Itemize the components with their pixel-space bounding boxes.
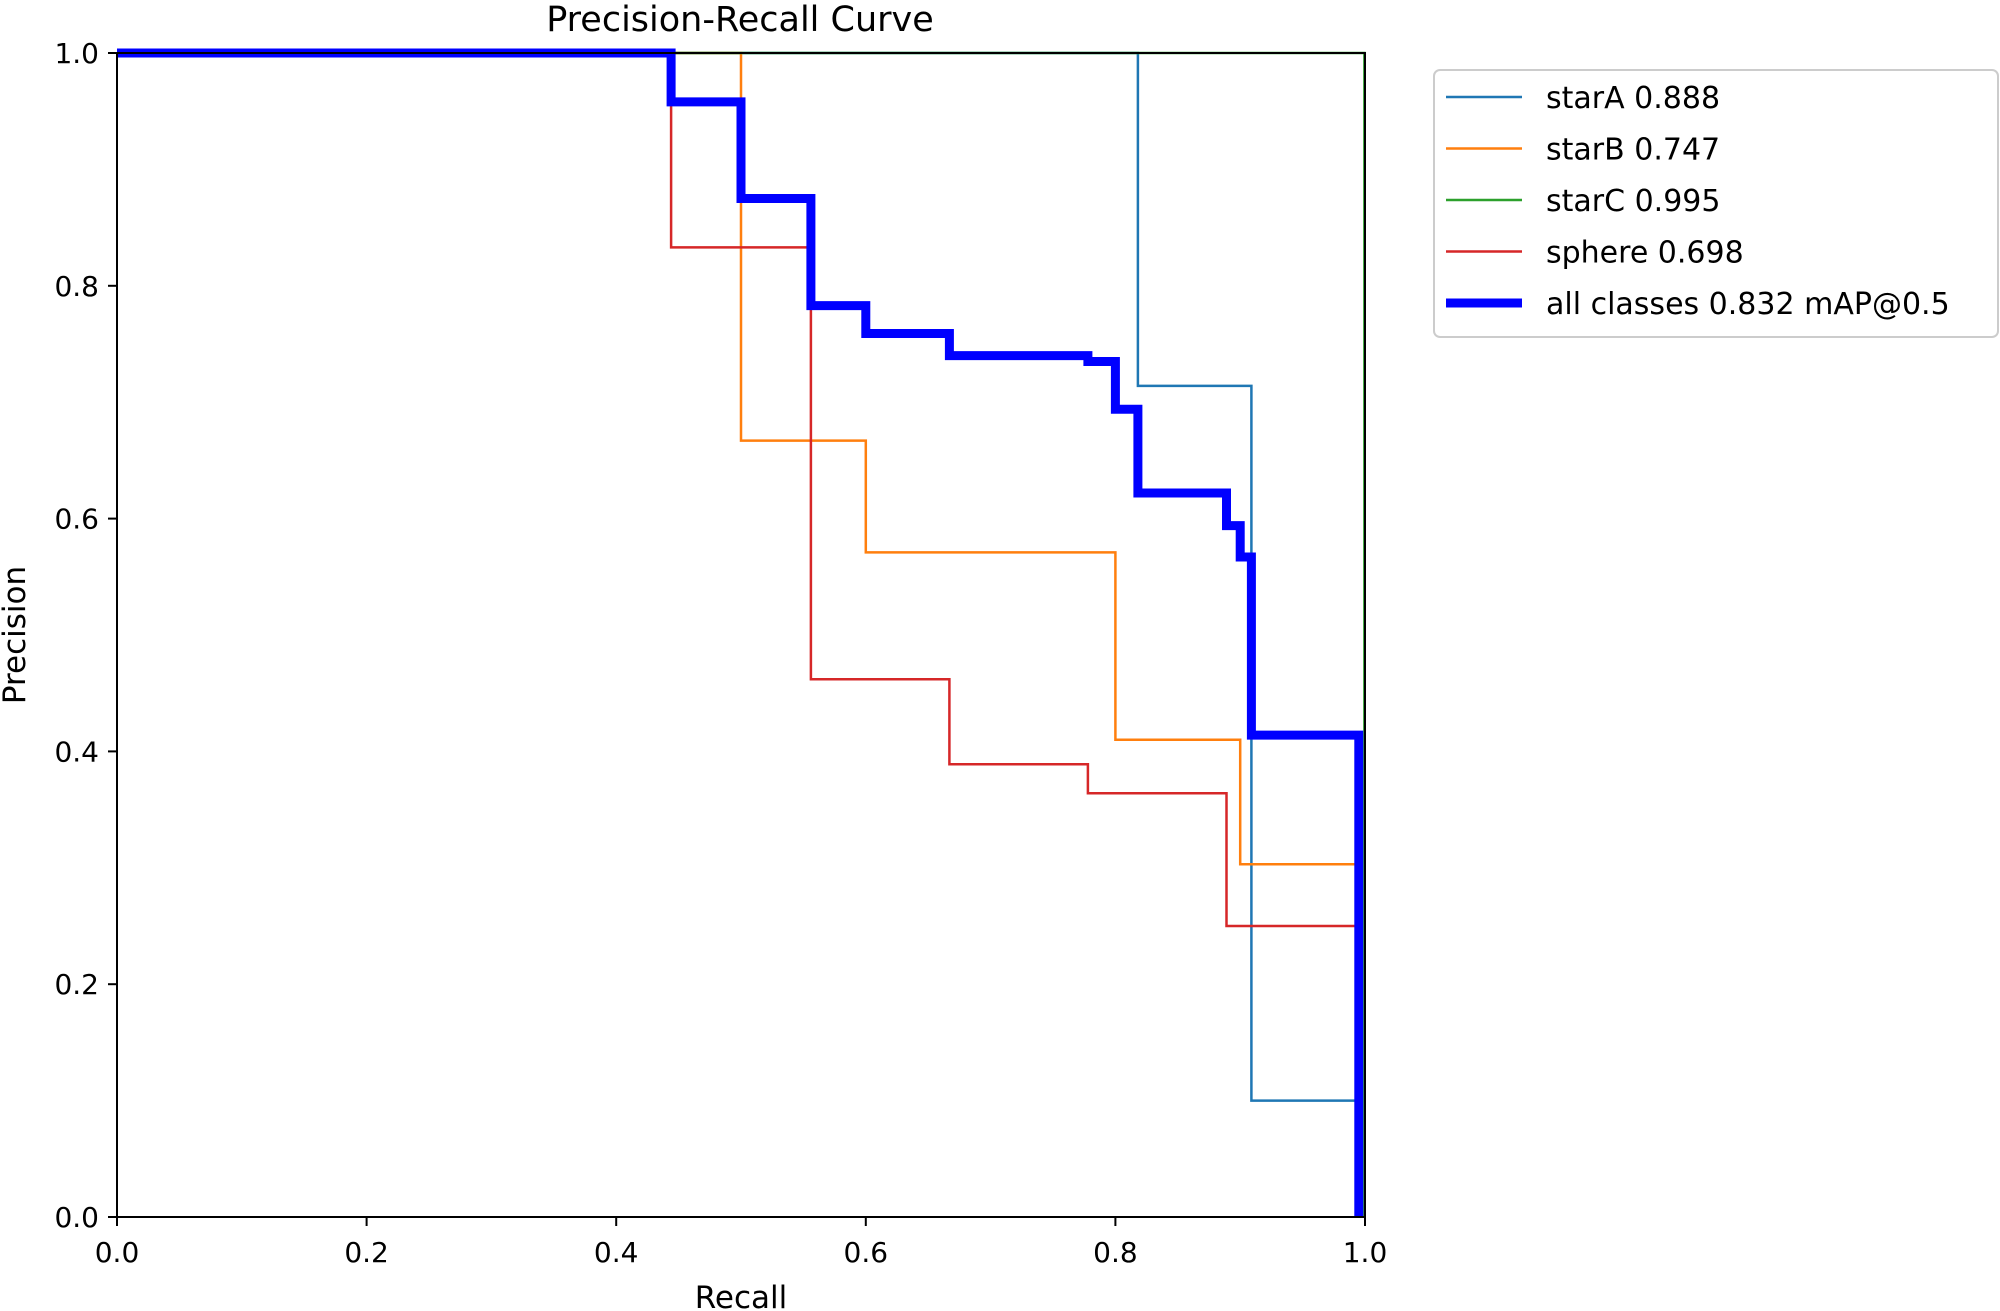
chart-title: Precision-Recall Curve [546, 0, 934, 40]
series-line-sphere [117, 51, 1361, 1217]
y-axis-ticks: 0.0 0.2 0.4 0.6 0.8 1.0 [54, 37, 117, 1234]
x-tick-label: 0.6 [844, 1236, 889, 1269]
legend: starA 0.888 starB 0.747 starC 0.995 sphere … [1433, 69, 1999, 338]
legend-label-sphere: sphere 0.698 [1546, 236, 1744, 271]
series-line-starB [117, 51, 1361, 1217]
x-tick-label: 1.0 [1343, 1236, 1388, 1269]
legend-label-starC: starC 0.995 [1546, 184, 1720, 219]
series-line-all-classes [117, 48, 1364, 1217]
legend-label-starA: starA 0.888 [1546, 81, 1720, 116]
x-tick-label: 0.0 [95, 1236, 140, 1269]
plot-area [116, 48, 1366, 1218]
y-tick-label: 1.0 [54, 37, 99, 70]
y-tick-label: 0.8 [54, 270, 99, 303]
legend-label-all-classes: all classes 0.832 mAP@0.5 [1546, 287, 1950, 322]
plot-frame [116, 52, 1366, 1218]
y-tick-label: 0.0 [54, 1201, 99, 1234]
y-tick-label: 0.4 [54, 735, 99, 768]
y-tick-label: 0.2 [54, 968, 99, 1001]
y-axis-label: Precision [0, 566, 33, 704]
x-tick-label: 0.4 [594, 1236, 639, 1269]
x-axis-ticks: 0.0 0.2 0.4 0.6 0.8 1.0 [95, 1217, 1388, 1269]
legend-frame [1433, 69, 1999, 338]
x-tick-label: 0.8 [1093, 1236, 1138, 1269]
x-tick-label: 0.2 [344, 1236, 389, 1269]
legend-items: starA 0.888 starB 0.747 starC 0.995 sphere … [1446, 81, 1950, 322]
legend-label-starB: starB 0.747 [1546, 133, 1720, 168]
x-axis-label: Recall [695, 1280, 788, 1311]
y-tick-label: 0.6 [54, 503, 99, 536]
